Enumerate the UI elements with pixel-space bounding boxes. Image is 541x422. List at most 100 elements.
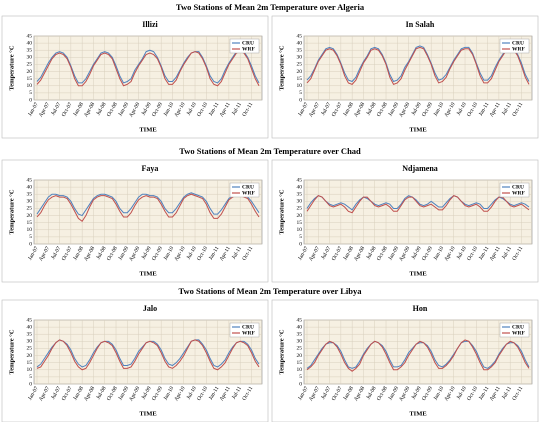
- y-tick-label: 5: [29, 374, 32, 380]
- chart-title: Illizi: [142, 20, 158, 29]
- x-axis-label: TIME: [409, 270, 426, 277]
- y-axis-label: Temperature °C: [8, 329, 15, 374]
- legend-label: WRF: [512, 330, 525, 336]
- x-tick-label: Oct-08: [106, 385, 119, 401]
- chart-title: Ndjamena: [402, 164, 438, 173]
- legend-label: CRU: [512, 324, 524, 330]
- x-tick-label: Apr-10: [173, 385, 186, 402]
- y-tick-label: 35: [27, 331, 33, 337]
- x-tick-label: Apr-11: [219, 245, 232, 262]
- x-axis-label: TIME: [139, 410, 156, 417]
- x-tick-label: Oct-07: [61, 245, 74, 261]
- y-axis-label: Temperature °C: [8, 45, 15, 90]
- panel-border: [271, 299, 539, 422]
- series-line: [306, 195, 530, 211]
- y-tick-label: 10: [297, 227, 303, 233]
- series-line: [36, 193, 260, 222]
- x-tick-label: Oct-11: [242, 385, 255, 401]
- x-tick-label: Apr-11: [219, 385, 232, 402]
- y-tick-label: 45: [297, 33, 303, 39]
- x-tick-label: Oct-09: [421, 101, 434, 117]
- y-tick-label: 15: [297, 76, 303, 82]
- legend-label: CRU: [242, 40, 254, 46]
- y-tick-label: 45: [297, 177, 303, 183]
- y-tick-label: 20: [297, 69, 303, 75]
- x-tick-label: Oct-07: [331, 245, 344, 261]
- plot-area: [33, 179, 263, 245]
- x-tick-label: Apr-09: [398, 101, 411, 118]
- panel-border: [271, 15, 539, 139]
- x-tick-label: Oct-11: [242, 101, 255, 117]
- y-tick-label: 45: [27, 33, 33, 39]
- series-line: [36, 339, 260, 371]
- x-tick-label: Oct-07: [61, 385, 74, 401]
- panel-border: [1, 15, 269, 139]
- x-tick-label: Oct-09: [151, 245, 164, 261]
- y-tick-label: 15: [297, 360, 303, 366]
- chart-title: Faya: [142, 164, 159, 173]
- plot-area: [303, 319, 533, 385]
- x-tick-label: Apr-07: [38, 101, 51, 118]
- x-tick-label: Apr-10: [173, 245, 186, 262]
- y-tick-label: 15: [27, 76, 33, 82]
- x-tick-label: Apr-08: [83, 245, 96, 262]
- y-axis-label: Temperature °C: [8, 189, 15, 234]
- series-line: [36, 192, 260, 217]
- y-tick-label: 0: [299, 381, 302, 387]
- y-tick-label: 5: [29, 234, 32, 240]
- x-tick-label: Apr-08: [353, 101, 366, 118]
- y-tick-label: 10: [297, 83, 303, 89]
- x-tick-label: Apr-07: [38, 385, 51, 402]
- legend-label: WRF: [512, 190, 525, 196]
- y-tick-label: 35: [297, 331, 303, 337]
- y-tick-label: 30: [297, 55, 303, 61]
- y-tick-label: 40: [27, 324, 33, 330]
- x-tick-label: Oct-08: [376, 385, 389, 401]
- x-tick-label: Apr-11: [489, 245, 502, 262]
- y-tick-label: 40: [297, 40, 303, 46]
- x-tick-label: Apr-07: [308, 101, 321, 118]
- x-axis-label: TIME: [409, 126, 426, 133]
- x-tick-label: Oct-09: [151, 385, 164, 401]
- y-tick-label: 0: [299, 241, 302, 247]
- x-axis-label: TIME: [409, 410, 426, 417]
- y-tick-label: 10: [27, 83, 33, 89]
- chart-title: In Salah: [406, 20, 435, 29]
- section-title: Two Stations of Mean 2m Temperature over…: [179, 146, 361, 156]
- legend-label: CRU: [242, 184, 254, 190]
- series-line: [36, 49, 260, 84]
- panel-border: [1, 299, 269, 422]
- x-tick-label: Oct-08: [376, 101, 389, 117]
- y-tick-label: 45: [27, 317, 33, 323]
- x-tick-label: Apr-08: [83, 101, 96, 118]
- legend-label: CRU: [242, 324, 254, 330]
- y-tick-label: 30: [27, 55, 33, 61]
- y-tick-label: 0: [299, 97, 302, 103]
- x-tick-label: Oct-10: [196, 385, 209, 401]
- x-tick-label: Apr-09: [398, 385, 411, 402]
- y-tick-label: 40: [297, 184, 303, 190]
- plot-area: [33, 319, 263, 385]
- x-tick-label: Oct-11: [512, 101, 525, 117]
- plot-area: [303, 35, 533, 101]
- panel-border: [1, 159, 269, 283]
- x-tick-label: Oct-08: [106, 101, 119, 117]
- y-tick-label: 25: [297, 346, 303, 352]
- y-tick-label: 40: [297, 324, 303, 330]
- y-tick-label: 45: [27, 177, 33, 183]
- x-axis-label: TIME: [139, 126, 156, 133]
- y-tick-label: 25: [27, 62, 33, 68]
- y-tick-label: 45: [297, 317, 303, 323]
- x-tick-label: Oct-07: [61, 101, 74, 117]
- x-tick-label: Oct-10: [466, 101, 479, 117]
- x-tick-label: Apr-07: [308, 245, 321, 262]
- y-tick-label: 5: [299, 90, 302, 96]
- plot-area: [303, 179, 533, 245]
- x-tick-label: Apr-09: [398, 245, 411, 262]
- y-tick-label: 5: [299, 234, 302, 240]
- y-tick-label: 20: [297, 213, 303, 219]
- y-tick-label: 20: [27, 213, 33, 219]
- legend-label: WRF: [242, 190, 255, 196]
- x-tick-label: Oct-08: [106, 245, 119, 261]
